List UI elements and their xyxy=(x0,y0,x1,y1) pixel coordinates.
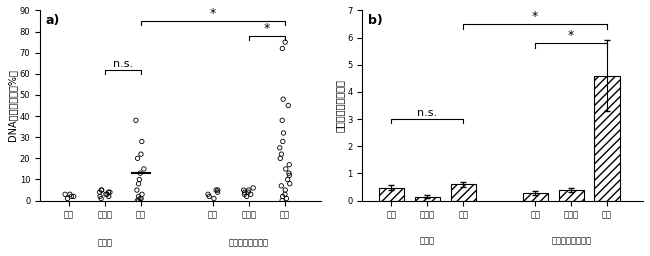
Point xyxy=(95,194,105,198)
Point xyxy=(209,196,219,200)
Point xyxy=(102,192,112,196)
Point xyxy=(65,192,75,196)
Point xyxy=(136,140,147,144)
Point xyxy=(284,163,294,167)
Point xyxy=(281,167,291,171)
Point xyxy=(280,188,291,192)
Point xyxy=(133,199,144,203)
Point xyxy=(277,118,287,122)
Point xyxy=(248,186,258,190)
Point xyxy=(103,190,114,194)
Point xyxy=(103,194,114,198)
Text: *: * xyxy=(210,7,216,20)
Text: *: * xyxy=(568,29,574,42)
Text: n.s.: n.s. xyxy=(417,108,437,118)
Point xyxy=(241,194,252,198)
Bar xyxy=(558,190,584,201)
Point xyxy=(204,194,214,198)
Point xyxy=(96,188,107,192)
Text: n.s.: n.s. xyxy=(112,59,133,69)
Bar xyxy=(415,197,440,201)
Bar xyxy=(595,76,619,201)
Point xyxy=(285,182,295,186)
Point xyxy=(213,190,223,194)
Point xyxy=(283,103,293,108)
Point xyxy=(243,190,254,194)
Text: a): a) xyxy=(46,14,60,27)
Point xyxy=(133,182,144,186)
Point xyxy=(203,192,213,196)
Text: *: * xyxy=(532,10,538,23)
Text: 対照群: 対照群 xyxy=(420,236,435,245)
Text: 対照群: 対照群 xyxy=(98,239,112,248)
Point xyxy=(96,188,107,192)
Point xyxy=(101,192,111,196)
Point xyxy=(96,196,107,200)
Point xyxy=(278,131,289,135)
Point xyxy=(94,190,105,194)
Point xyxy=(105,190,115,194)
Point xyxy=(213,188,223,192)
Point xyxy=(284,171,294,175)
Bar xyxy=(523,193,548,201)
Point xyxy=(131,118,141,122)
Point xyxy=(132,188,142,192)
Point xyxy=(278,140,288,144)
Point xyxy=(283,177,293,182)
Point xyxy=(276,184,287,188)
Point xyxy=(275,156,285,161)
Point xyxy=(138,167,149,171)
Point xyxy=(277,46,287,50)
Point xyxy=(281,196,292,200)
Point xyxy=(280,40,291,44)
Point xyxy=(277,199,287,203)
Point xyxy=(136,152,146,156)
Point xyxy=(211,188,221,192)
Point xyxy=(62,196,73,200)
Point xyxy=(135,196,145,200)
Point xyxy=(132,199,142,203)
Point xyxy=(276,152,287,156)
Point xyxy=(284,173,294,177)
Point xyxy=(133,194,144,198)
Y-axis label: 相対的遣伝子発現量: 相対的遣伝子発現量 xyxy=(335,79,344,132)
Bar xyxy=(379,188,404,201)
Point xyxy=(239,192,250,196)
Point xyxy=(278,97,289,101)
Point xyxy=(136,196,146,200)
Point xyxy=(280,192,290,196)
Point xyxy=(239,190,250,194)
Text: 姊娠期ヒ素暴露群: 姊娠期ヒ素暴露群 xyxy=(551,236,591,245)
Point xyxy=(135,171,146,175)
Text: b): b) xyxy=(368,14,383,27)
Text: *: * xyxy=(264,22,270,35)
Point xyxy=(278,194,288,198)
Point xyxy=(68,194,79,198)
Y-axis label: DNAメチル化率［%］: DNAメチル化率［%］ xyxy=(7,70,17,142)
Bar xyxy=(450,184,476,201)
Point xyxy=(134,177,144,182)
Point xyxy=(66,194,77,198)
Point xyxy=(274,146,285,150)
Point xyxy=(244,188,254,192)
Point xyxy=(136,192,147,196)
Text: 姊娠期ヒ素暴露群: 姊娠期ヒ素暴露群 xyxy=(229,239,268,248)
Point xyxy=(239,188,249,192)
Point xyxy=(133,156,143,161)
Point xyxy=(246,192,256,196)
Point xyxy=(60,192,70,196)
